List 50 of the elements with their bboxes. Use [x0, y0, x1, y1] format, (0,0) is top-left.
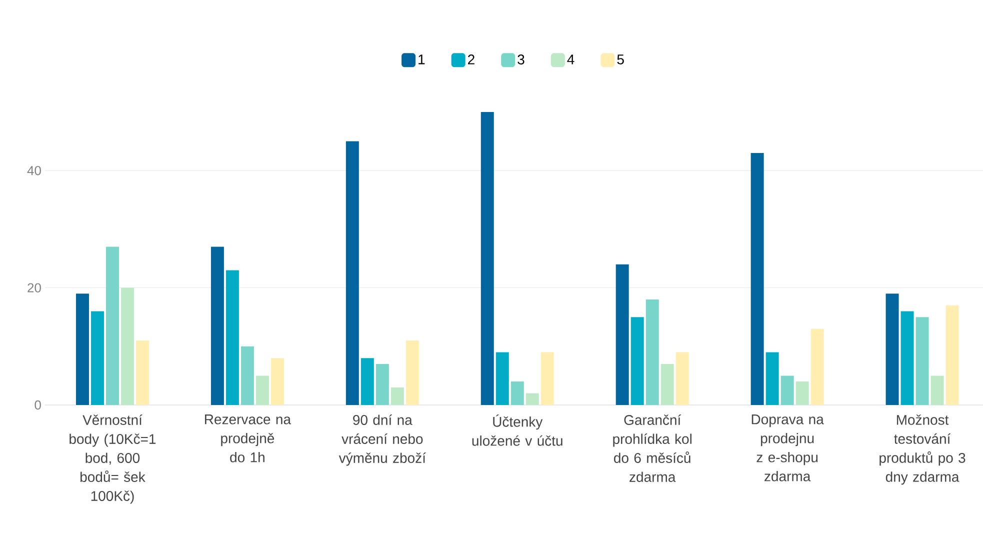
- bar: [240, 346, 254, 405]
- bar: [90, 311, 104, 405]
- bar: [916, 317, 929, 405]
- bar: [660, 364, 674, 405]
- bar: [270, 358, 284, 405]
- bar: [226, 270, 239, 405]
- y-tick-label: 0: [34, 400, 41, 410]
- bar: [676, 352, 689, 405]
- bar: [646, 300, 659, 405]
- bar: [780, 376, 794, 405]
- bar: [526, 393, 539, 405]
- x-tick-label: Věrnostní body (10Kč=1 bod, 600 bodů= šek 100Kč): [70, 414, 156, 504]
- legend-label: 5: [617, 54, 624, 64]
- bar: [346, 141, 359, 405]
- bar: [900, 311, 914, 405]
- bar: [360, 358, 374, 405]
- bar: [496, 352, 509, 405]
- bar: [630, 317, 644, 405]
- y-tick-label: 20: [28, 283, 41, 292]
- x-tick-label: Možnost testování produktů po 3 dny zdarma: [880, 414, 966, 485]
- x-tick-label: Rezervace na prodejně do 1h: [205, 414, 292, 462]
- bar: [810, 328, 824, 405]
- y-tick-label: 40: [27, 166, 41, 176]
- bar: [120, 288, 134, 405]
- x-tick-label: 90 dní na vrácení nebo výměnu zboží: [338, 414, 426, 466]
- bar: [930, 376, 944, 405]
- x-tick-label: Garanční prohlídka kol do 6 měsíců zdarma: [613, 414, 692, 482]
- legend-label: 3: [518, 54, 524, 64]
- bar: [946, 305, 959, 405]
- bar: [406, 340, 419, 405]
- bar: [796, 382, 809, 405]
- bar: [510, 382, 524, 405]
- bar: [750, 153, 764, 405]
- x-tick-label: Doprava na prodejnu z e-shopu zdarma: [752, 414, 824, 482]
- bar: [210, 246, 224, 405]
- bar: [76, 294, 89, 405]
- legend-label: 2: [468, 54, 474, 64]
- bar: [616, 264, 629, 405]
- bar: [766, 352, 779, 405]
- bar: [390, 387, 404, 405]
- legend-label: 1: [418, 54, 425, 64]
- bar: [106, 246, 119, 405]
- bar: [376, 364, 389, 405]
- legend-label: 4: [567, 54, 574, 64]
- bar: [886, 294, 899, 405]
- bar: [480, 112, 494, 405]
- bar: [256, 376, 269, 405]
- bar: [136, 340, 149, 405]
- x-tick-label: Účtenky uložené v účtu: [472, 414, 562, 446]
- bar: [540, 352, 554, 405]
